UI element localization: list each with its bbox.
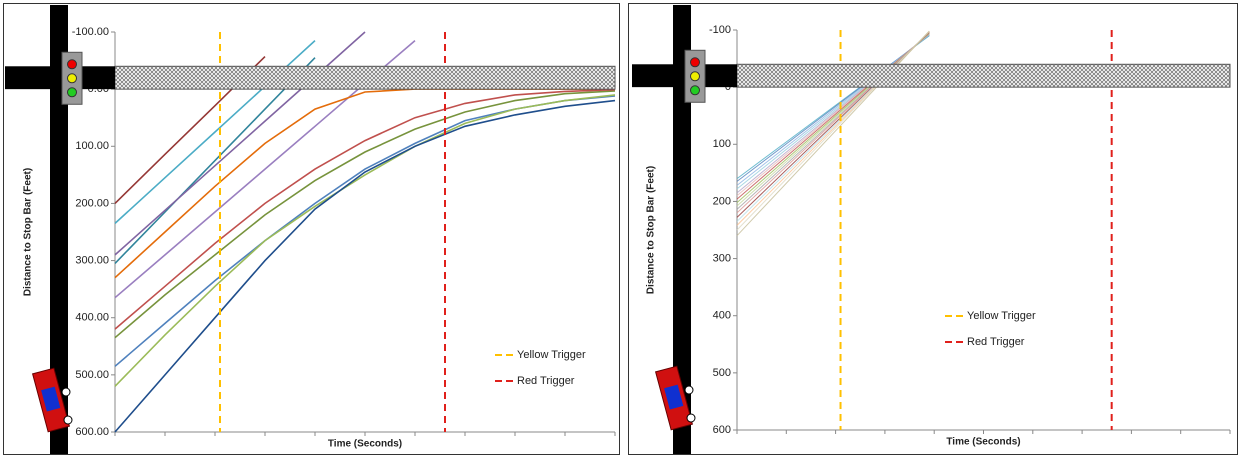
series-line: [114, 99, 616, 433]
y-tick-label: 500: [713, 367, 731, 379]
signal-pole: [50, 5, 68, 454]
car-wheel: [686, 413, 696, 423]
y-axis-label: Distance to Stop Bar (Feet): [646, 166, 657, 294]
series-line: [114, 90, 616, 339]
car-roof: [664, 384, 684, 410]
car-wheel: [684, 385, 694, 395]
y-tick-label: 400.00: [75, 312, 109, 324]
series-line: [114, 94, 616, 387]
signal-light: [690, 85, 700, 96]
y-tick-label: 100.00: [75, 140, 109, 152]
legend-label: Yellow Trigger: [967, 310, 1036, 322]
y-tick-label: 300.00: [75, 254, 109, 266]
signal-light: [67, 87, 77, 98]
signal-light: [690, 57, 700, 68]
y-tick-label: -100.00: [72, 26, 109, 38]
y-tick-label: 400: [713, 310, 731, 322]
signal-light: [67, 73, 77, 84]
legend-label: Red Trigger: [517, 375, 575, 387]
signal-light: [690, 71, 700, 82]
car-wheel: [63, 415, 73, 425]
stop-bar: [114, 65, 616, 90]
signal-pole: [673, 5, 691, 454]
x-axis-label: Time (Seconds): [946, 437, 1020, 448]
signal-light: [67, 59, 77, 70]
y-tick-label: 500.00: [75, 369, 109, 381]
x-axis-label: Time (Seconds): [328, 439, 402, 450]
y-tick-label: 300: [713, 252, 731, 264]
y-tick-label: 100: [713, 138, 731, 150]
legend-label: Red Trigger: [967, 336, 1025, 348]
series-line: [736, 31, 930, 214]
y-axis-label: Distance to Stop Bar (Feet): [23, 168, 34, 296]
y-tick-label: 200.00: [75, 197, 109, 209]
legend-label: Yellow Trigger: [517, 349, 586, 361]
car-roof: [41, 386, 61, 412]
y-tick-label: -100: [709, 24, 731, 36]
y-tick-label: 600.00: [75, 426, 109, 438]
y-tick-label: 600: [713, 424, 731, 436]
car-wheel: [61, 387, 71, 397]
y-tick-label: 200: [713, 195, 731, 207]
series-line: [114, 88, 616, 330]
stop-bar: [736, 63, 1231, 88]
series-line: [114, 57, 316, 264]
